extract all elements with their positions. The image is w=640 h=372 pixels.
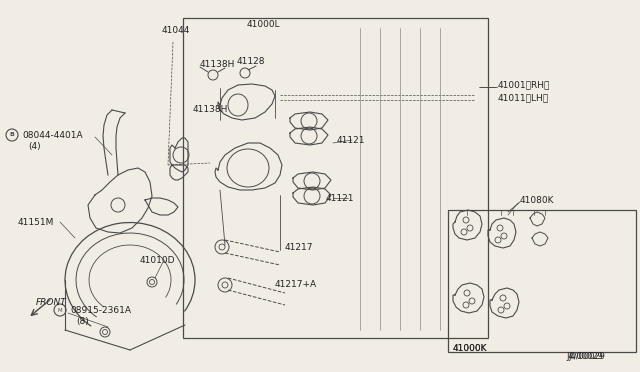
Text: (8): (8) — [76, 317, 89, 326]
Text: 41121: 41121 — [337, 136, 365, 145]
Text: 41000K: 41000K — [453, 344, 488, 353]
Text: 41138H: 41138H — [200, 60, 236, 69]
Text: 41000L: 41000L — [247, 20, 280, 29]
Text: FRONT: FRONT — [36, 298, 67, 307]
Text: 41128: 41128 — [237, 57, 266, 66]
Text: M: M — [58, 308, 62, 312]
Text: 41010D: 41010D — [140, 256, 175, 265]
Text: 41217: 41217 — [285, 243, 314, 252]
Text: 41151M: 41151M — [18, 218, 54, 227]
Text: B: B — [10, 132, 15, 138]
Bar — [448, 210, 636, 352]
Text: 41000K: 41000K — [453, 344, 488, 353]
Text: J4/00029: J4/00029 — [566, 352, 603, 361]
Text: 41001〈RH〉: 41001〈RH〉 — [498, 80, 550, 89]
Text: (4): (4) — [28, 142, 40, 151]
Text: 41044: 41044 — [162, 26, 190, 35]
Text: 41121: 41121 — [326, 194, 355, 203]
Text: J4/00029: J4/00029 — [568, 352, 605, 361]
Text: 41011〈LH〉: 41011〈LH〉 — [498, 93, 549, 102]
Text: 08915-2361A: 08915-2361A — [70, 306, 131, 315]
Text: 41217+A: 41217+A — [275, 280, 317, 289]
Bar — [183, 18, 488, 338]
Text: 41138H: 41138H — [193, 105, 228, 114]
Text: 41080K: 41080K — [520, 196, 554, 205]
Text: 08044-4401A: 08044-4401A — [22, 131, 83, 140]
